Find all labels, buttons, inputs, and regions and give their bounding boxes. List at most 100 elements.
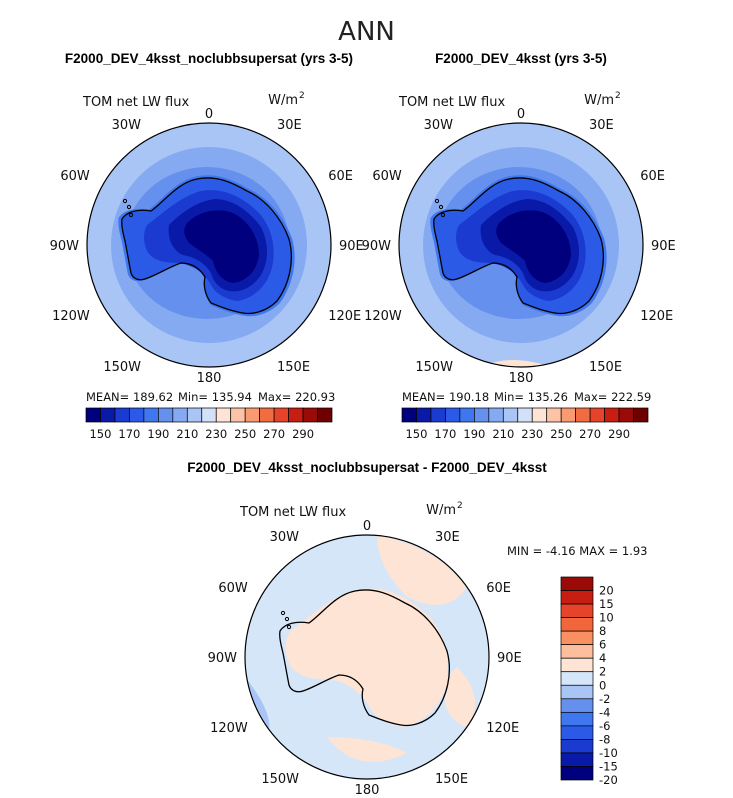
colorbar-cell: [114, 407, 130, 423]
panel-3: F2000_DEV_4ksst_noclubbsupersat - F2000_…: [187, 460, 647, 798]
units-exponent: 2: [615, 91, 621, 101]
stat-max: Max= 222.59: [574, 390, 651, 404]
colorbar-cell: [633, 407, 649, 423]
colorbar-cell: [604, 407, 620, 423]
island-1: [122, 198, 128, 204]
lon-label-150e: 150E: [589, 360, 622, 375]
colorbar-tick: 290: [608, 427, 630, 441]
colorbar-cell: [575, 407, 591, 423]
island-2: [286, 624, 292, 630]
colorbar-tick: -6: [599, 719, 610, 733]
colorbar-tick: 190: [147, 427, 169, 441]
colorbar-tick: 190: [463, 427, 485, 441]
colorbar-cell: [317, 407, 333, 423]
colorbar-cell: [560, 603, 594, 618]
colorbar-tick: 20: [599, 584, 614, 598]
lon-label-120w: 120W: [210, 721, 248, 736]
stat-minmax: MIN = -4.16 MAX = 1.93: [507, 544, 648, 558]
colorbar-cell: [560, 657, 594, 673]
colorbar-cell: [416, 407, 432, 423]
colorbar-cell: [302, 407, 318, 423]
lon-label-150e: 150E: [277, 360, 310, 375]
lon-label-30e: 30E: [589, 118, 614, 133]
lon-label-90w: 90W: [362, 239, 392, 254]
lon-label-30w: 30W: [270, 530, 300, 545]
colorbar-cell: [85, 407, 101, 423]
island-0: [126, 204, 132, 210]
colorbar-tick: -10: [599, 746, 618, 760]
lon-label-120w: 120W: [52, 309, 90, 324]
lon-label-60e: 60E: [486, 581, 511, 596]
colorbar-tick: 210: [176, 427, 198, 441]
lon-label-90e: 90E: [497, 651, 522, 666]
lon-label-180: 180: [509, 371, 534, 386]
colorbar-cell: [560, 576, 594, 591]
colorbar-cell: [560, 644, 594, 659]
map-field: [399, 123, 643, 367]
lon-label-120e: 120E: [328, 309, 361, 324]
lon-label-30e: 30E: [435, 530, 460, 545]
colorbar-cell: [215, 407, 232, 423]
lon-label-90e: 90E: [651, 239, 676, 254]
colorbar-cell: [560, 766, 594, 781]
colorbar-tick: 230: [205, 427, 227, 441]
units-label: W/m: [426, 503, 456, 518]
colorbar-cell: [560, 752, 594, 767]
colorbar-cell: [143, 407, 159, 423]
stat-min: Min= 135.94: [178, 390, 252, 404]
lon-label-60w: 60W: [218, 581, 248, 596]
colorbar-tick: 250: [550, 427, 572, 441]
panel-1: F2000_DEV_4ksst_noclubbsupersat (yrs 3-5…: [50, 51, 364, 441]
lon-label-150w: 150W: [103, 360, 141, 375]
colorbar-cell: [129, 407, 145, 423]
lon-label-180: 180: [197, 371, 222, 386]
colorbar-tick: 170: [118, 427, 140, 441]
colorbar-cell: [459, 407, 475, 423]
units-label: W/m: [584, 93, 614, 108]
lon-label-90w: 90W: [50, 239, 80, 254]
colorbar-tick: 4: [599, 651, 606, 665]
variable-label: TOM net LW flux: [398, 95, 505, 110]
stat-max: Max= 220.93: [258, 390, 335, 404]
colorbar-tick: -20: [599, 773, 618, 787]
colorbar-tick: 15: [599, 597, 614, 611]
map-field: [245, 535, 489, 779]
colorbar-tick: -2: [599, 692, 610, 706]
colorbar-tick: -4: [599, 705, 610, 719]
colorbar-tick: 0: [599, 678, 606, 692]
colorbar-tick: 270: [263, 427, 285, 441]
colorbar-cell: [100, 407, 116, 423]
variable-label: TOM net LW flux: [239, 505, 346, 520]
field-band-2d: [327, 737, 407, 762]
colorbar-cell: [445, 407, 461, 423]
colorbar-tick: 170: [434, 427, 456, 441]
colorbar-tick: 290: [292, 427, 314, 441]
colorbar-cell: [589, 407, 605, 423]
colorbar-cell: [259, 407, 275, 423]
stat-min: Min= 135.26: [494, 390, 568, 404]
colorbar-tick: 270: [579, 427, 601, 441]
map-boundary: [398, 122, 644, 368]
colorbar-cell: [273, 407, 289, 423]
lon-label-60w: 60W: [372, 169, 402, 184]
lon-label-120e: 120E: [486, 721, 519, 736]
colorbar-tick: 210: [492, 427, 514, 441]
colorbar-cell: [560, 630, 594, 646]
island-0: [438, 204, 444, 210]
colorbar-cell: [560, 617, 594, 632]
colorbar-tick: 10: [599, 611, 614, 625]
colorbar-cell: [158, 407, 174, 423]
lon-label-150e: 150E: [435, 772, 468, 787]
colorbar-cell: [546, 407, 562, 423]
panel-title: F2000_DEV_4ksst (yrs 3-5): [435, 51, 607, 66]
colorbar-cell: [430, 407, 446, 423]
units-exponent: 2: [457, 501, 463, 511]
colorbar-cell: [560, 698, 594, 713]
panel-2: F2000_DEV_4ksst (yrs 3-5) TOM net LW flux…: [362, 51, 676, 441]
lon-label-0: 0: [517, 107, 525, 122]
colorbar-cell: [186, 407, 203, 423]
colorbar-cell: [560, 725, 594, 740]
lon-label-120e: 120E: [640, 309, 673, 324]
colorbar-cell: [560, 407, 576, 423]
